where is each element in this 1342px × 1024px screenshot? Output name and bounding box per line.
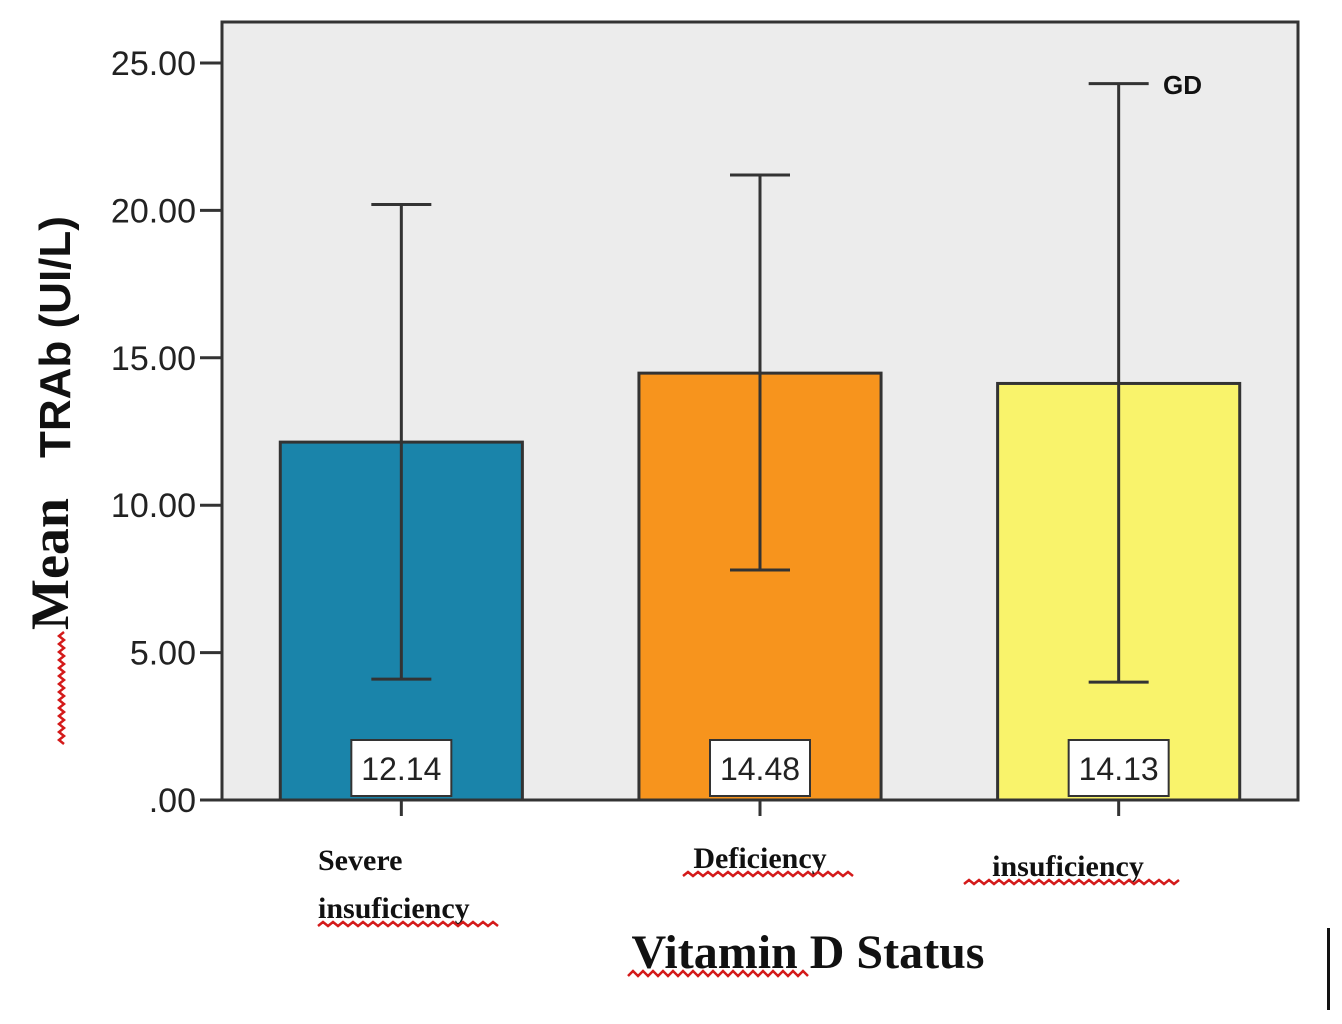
y-axis: .00 5.00 10.00 15.00 20.00 25.00 [111,45,222,820]
x-tick-label-line2: insuficiency [318,892,470,925]
error-bars-group [371,82,1149,684]
value-labels-group: 12.14 14.48 14.13 [350,739,1170,797]
value-label-box [350,739,453,797]
y-tick-label: .00 [149,782,196,820]
y-tick-label: 20.00 [111,192,196,230]
x-tick-label: Deficiency [693,842,826,875]
value-label: 12.14 [361,751,441,787]
value-label: 14.13 [1079,751,1159,787]
y-axis-label-prefix: Mean [20,498,80,630]
x-axis-label: Vitamin D Status [632,926,985,979]
value-label-box [1067,739,1170,797]
value-label: 14.48 [720,751,800,787]
spellcheck-squiggle [682,870,854,878]
value-label-box [709,739,811,797]
x-tick-label: Severe [318,844,402,877]
y-tick-label: 15.00 [111,340,196,378]
spellcheck-squiggle [963,878,1180,886]
x-tick-label: insuficiency [992,850,1144,883]
legend-label: GD [1163,70,1202,100]
spellcheck-squiggle [317,920,499,928]
x-axis: Severe insuficiency Deficiency insuficiency [317,800,1180,928]
y-tick-label: 10.00 [111,487,196,525]
spellcheck-squiggle [627,969,809,978]
spellcheck-squiggle [56,631,67,745]
y-axis-label: TRAb (UI/L) [31,216,80,458]
y-tick-label: 5.00 [130,635,196,673]
page-edge-mark [1327,928,1330,1010]
y-tick-label: 25.00 [111,45,196,83]
